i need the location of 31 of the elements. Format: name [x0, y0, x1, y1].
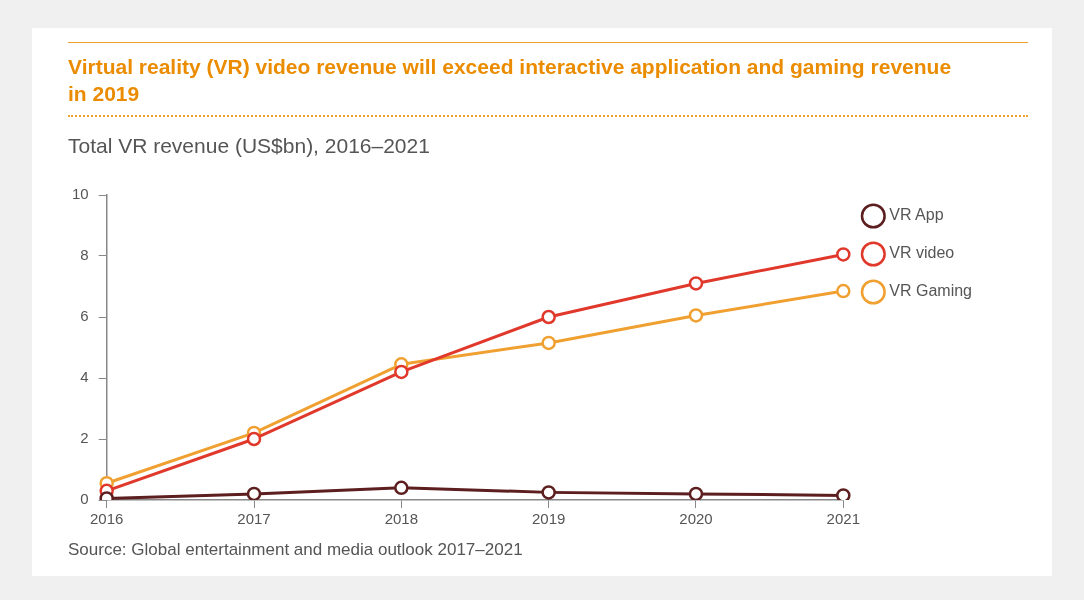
y-tick-label: 6: [80, 307, 89, 325]
x-tick-label: 2019: [531, 510, 566, 528]
point: [541, 309, 556, 325]
point: [836, 283, 851, 299]
y-tick-label: 8: [80, 246, 89, 264]
point: [541, 335, 556, 351]
x-tick-label: 2021: [826, 510, 860, 528]
x-tick-label: 2020: [679, 510, 713, 528]
x-tick-label: 2016: [90, 510, 124, 528]
x-tick-label: 2018: [384, 510, 419, 528]
y-tick-label: 10: [72, 185, 89, 203]
point: [688, 486, 704, 500]
point: [836, 247, 851, 262]
chart-subtitle: Total VR revenue (US$bn), 2016–2021: [68, 134, 430, 158]
y-tick-label: 4: [80, 368, 89, 386]
chart-title: Virtual reality (VR) video revenue will exceed interactive application and gaming revenue in 2019: [68, 54, 953, 107]
point: [394, 364, 409, 380]
legend-label: VR App: [889, 206, 944, 224]
point: [688, 308, 704, 323]
point: [246, 486, 262, 500]
point: [836, 488, 851, 500]
legend-label: VR Gaming: [889, 282, 973, 300]
legend-label: VR video: [889, 244, 955, 262]
x-tick-label: 2017: [237, 510, 271, 528]
point: [246, 431, 262, 447]
source-note: Source: Global entertainment and media outlook 2017–2021: [68, 540, 523, 560]
point: [394, 480, 409, 496]
y-tick-label: 0: [80, 490, 89, 508]
point: [688, 276, 704, 291]
point: [541, 485, 556, 500]
y-tick-label: 2: [80, 429, 89, 447]
